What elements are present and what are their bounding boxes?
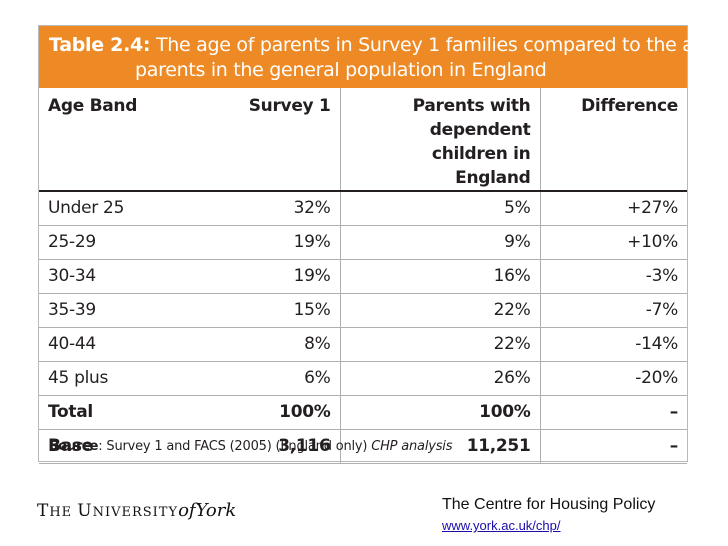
cell-survey-1: 15%: [238, 293, 340, 328]
cell-survey-1: 19%: [238, 259, 340, 294]
header-survey-1: Survey 1: [238, 88, 340, 192]
table-number: Table 2.4:: [49, 34, 151, 56]
table-header-row: Age Band Survey 1 Parents with dependent…: [39, 88, 687, 192]
cell-difference: +27%: [539, 191, 687, 226]
cell-age-band: Base: [39, 429, 238, 464]
table-row: 25-29 19% 9% +10%: [39, 225, 687, 260]
cell-survey-1: 19%: [238, 225, 340, 260]
cell-parents-england: 22%: [339, 327, 540, 362]
cell-survey-1: 100%: [238, 395, 340, 430]
header-parents-england: Parents with dependent children in Engla…: [339, 88, 540, 192]
table-title-band: Table 2.4: The age of parents in Survey …: [39, 26, 728, 88]
cell-parents-england: 100%: [339, 395, 540, 430]
cell-survey-1: 32%: [238, 191, 340, 226]
cell-survey-1: 3,116: [238, 429, 340, 464]
table-title-line1: Table 2.4: The age of parents in Survey …: [49, 34, 728, 56]
cell-difference: +10%: [539, 225, 687, 260]
data-table: Age Band Survey 1 Parents with dependent…: [39, 88, 687, 464]
header-difference: Difference: [539, 88, 687, 192]
cell-difference: -20%: [539, 361, 687, 396]
cell-difference: -14%: [539, 327, 687, 362]
cell-age-band: Total: [39, 395, 238, 430]
cell-difference: -7%: [539, 293, 687, 328]
source-analysis: CHP analysis: [371, 439, 453, 454]
table-title-line2: parents in the general population in Eng…: [135, 59, 547, 81]
cell-age-band: 25-29: [39, 225, 238, 260]
cell-parents-england: 22%: [339, 293, 540, 328]
table-row-total: Total 100% 100% –: [39, 395, 687, 430]
cell-parents-england: 26%: [339, 361, 540, 396]
cell-difference: -3%: [539, 259, 687, 294]
university-of-york-logo: THE UNIVERSITYofYork: [37, 500, 237, 521]
cell-parents-england: 11,251: [339, 429, 540, 464]
cell-survey-1: 6%: [238, 361, 340, 396]
table-frame: Table 2.4: The age of parents in Survey …: [38, 25, 728, 464]
cell-age-band: 45 plus: [39, 361, 238, 396]
cell-age-band: 30-34: [39, 259, 238, 294]
table-row-base: Base 3,116 11,251 –: [39, 429, 687, 464]
cell-age-band: 40-44: [39, 327, 238, 362]
cell-age-band: 35-39: [39, 293, 238, 328]
centre-name: The Centre for Housing Policy: [442, 496, 656, 513]
cell-parents-england: 5%: [339, 191, 540, 226]
source-label: Source: [49, 439, 99, 454]
cell-parents-england: 16%: [339, 259, 540, 294]
table-row: 40-44 8% 22% -14%: [39, 327, 687, 362]
table-row: 35-39 15% 22% -7%: [39, 293, 687, 328]
table-source-note: Source: Survey 1 and FACS (2005) (Englan…: [49, 439, 453, 454]
cell-parents-england: 9%: [339, 225, 540, 260]
table-row: 45 plus 6% 26% -20%: [39, 361, 687, 396]
table-row: Under 25 32% 5% +27%: [39, 191, 687, 226]
centre-url-link[interactable]: www.york.ac.uk/chp/: [442, 518, 561, 533]
header-age-band: Age Band: [39, 88, 238, 192]
cell-age-band: Under 25: [39, 191, 238, 226]
table-row: 30-34 19% 16% -3%: [39, 259, 687, 294]
cell-difference: –: [539, 429, 687, 464]
cell-difference: –: [539, 395, 687, 430]
cell-survey-1: 8%: [238, 327, 340, 362]
